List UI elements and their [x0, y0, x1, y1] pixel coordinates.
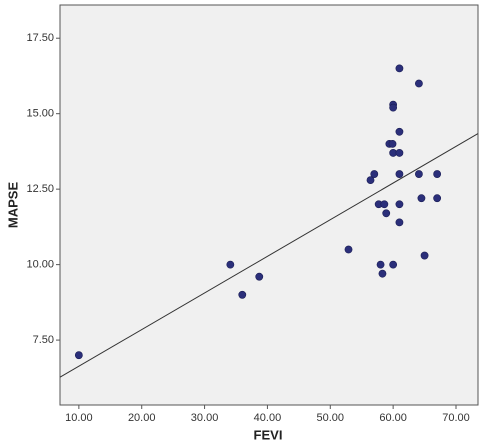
y-tick-label: 12.50: [26, 183, 54, 195]
point: [433, 170, 442, 178]
y-tick-label: 7.50: [33, 334, 54, 346]
point: [395, 200, 404, 209]
point: [366, 176, 375, 184]
x-axis-title: FEVI: [254, 427, 283, 442]
point: [395, 64, 404, 73]
point: [433, 194, 442, 203]
point: [238, 290, 247, 299]
point: [382, 209, 391, 218]
point: [389, 260, 398, 269]
y-tick-label: 15.00: [26, 108, 54, 120]
point: [395, 149, 404, 157]
x-tick-label: 30.00: [191, 412, 219, 424]
point: [380, 200, 389, 209]
point: [255, 272, 264, 281]
point: [74, 351, 83, 360]
point: [388, 139, 397, 148]
x-tick-label: 60.00: [379, 412, 407, 424]
y-tick-label: 10.00: [26, 259, 54, 271]
point: [378, 269, 387, 278]
point: [395, 127, 404, 136]
fit-line: [59, 133, 479, 378]
plot-area: [59, 4, 479, 406]
x-tick-label: 20.00: [128, 412, 156, 424]
point: [415, 170, 423, 178]
point: [226, 260, 235, 269]
point: [344, 245, 353, 254]
y-axis-title: MAPSE: [5, 182, 20, 229]
x-tick-label: 40.00: [254, 412, 282, 424]
point: [376, 260, 385, 269]
point: [417, 194, 426, 203]
x-tick-label: 10.00: [65, 412, 93, 424]
x-tick-label: 50.00: [317, 412, 345, 424]
y-tick-label: 17.50: [26, 32, 54, 44]
point: [395, 218, 404, 227]
point: [395, 170, 404, 178]
x-tick-label: 70.00: [442, 412, 470, 424]
point: [415, 79, 423, 88]
point: [389, 103, 398, 112]
point: [420, 251, 429, 260]
point: [370, 170, 379, 178]
